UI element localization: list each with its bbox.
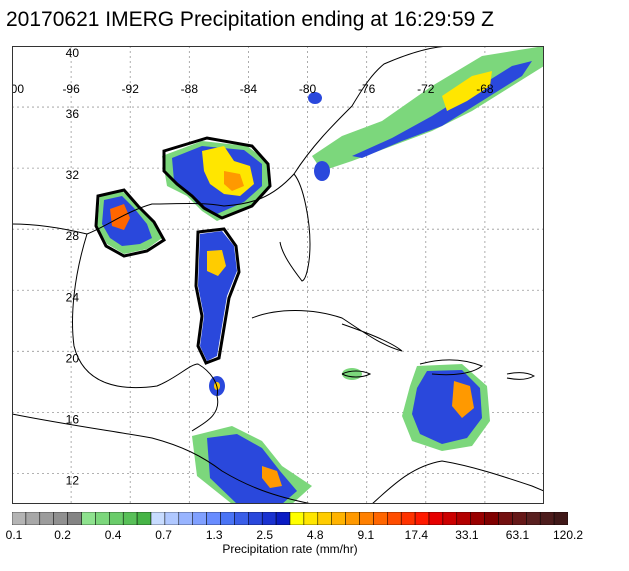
precip-cell-north (308, 92, 322, 104)
precipitation-map: -100 -96 -92 -88 -84 -80 -76 -72 -68 40 36 32 28 24 2… (12, 46, 544, 504)
colorbar-swatch (331, 512, 346, 525)
colorbar-swatch (109, 512, 124, 525)
latitude-label: 36 (66, 107, 80, 121)
colorbar-swatch (303, 512, 319, 525)
colorbar-tick-label: 33.1 (455, 528, 479, 542)
colorbar-swatch (456, 512, 471, 525)
latitude-labels: 40 36 32 28 24 20 16 12 (66, 46, 80, 487)
colorbar-swatch (122, 512, 138, 525)
coastline-mexico (72, 233, 219, 432)
coastline-cuba (251, 310, 403, 352)
colorbar-swatch (192, 512, 207, 525)
colorbar-swatch (53, 512, 68, 525)
colorbar-swatch (261, 512, 277, 525)
colorbar-swatch (95, 512, 110, 525)
colorbar-tick-label: 0.1 (5, 528, 23, 542)
colorbar-swatch (414, 512, 430, 525)
colorbar-tick-label: 63.1 (505, 528, 530, 542)
precip-cell-cuba (342, 368, 362, 380)
colorbar-swatch (539, 512, 555, 525)
colorbar-swatch (345, 512, 360, 525)
colorbar-swatch (373, 512, 388, 525)
colorbar-swatch (150, 512, 166, 525)
colorbar-swatch (470, 512, 485, 525)
longitude-labels: -100 -96 -92 -88 -84 -80 -76 -72 -68 (12, 82, 494, 96)
colorbar-swatch (220, 512, 235, 525)
longitude-label: -88 (181, 82, 199, 96)
latitude-label: 28 (66, 229, 80, 243)
colorbar-tick-label: 4.8 (306, 528, 324, 542)
colorbar-swatch (178, 512, 193, 525)
colorbar-tick-label: 9.1 (357, 528, 375, 542)
colorbar-swatch (206, 512, 221, 525)
precip-region-east-caribbean-peak (452, 381, 474, 418)
coastline-south-america (371, 460, 544, 504)
latitude-label: 24 (66, 290, 80, 304)
coastline-atlantic (293, 46, 453, 175)
longitude-label: -92 (122, 82, 140, 96)
precip-region-atlantic-peak (442, 71, 492, 111)
colorbar-swatch (400, 512, 416, 525)
colorbar-swatch (387, 512, 402, 525)
colorbar-swatch (275, 512, 291, 525)
colorbar-swatch (164, 512, 180, 525)
colorbar-tick-label: 2.5 (256, 528, 274, 542)
longitude-label: -72 (417, 82, 435, 96)
colorbar-tick-label: 1.3 (205, 528, 223, 542)
longitude-label: -96 (62, 82, 80, 96)
latitude-label: 12 (66, 473, 80, 487)
colorbar-swatch (289, 512, 305, 525)
longitude-label: -100 (12, 82, 24, 96)
precip-cell-florida (314, 161, 330, 181)
colorbar-swatch (67, 512, 82, 525)
precip-region-gulf-peak (207, 250, 226, 276)
precip-outline-gulf (194, 227, 241, 365)
colorbar-swatch (428, 512, 444, 525)
colorbar-tick-label: 0.7 (155, 528, 172, 542)
longitude-label: -80 (299, 82, 317, 96)
colorbar-swatch (317, 512, 332, 525)
coastline-jamaica (341, 370, 372, 378)
colorbar-swatch (553, 512, 568, 525)
map-title: 20170621 IMERG Precipitation ending at 1… (6, 8, 494, 31)
longitude-label: -76 (358, 82, 376, 96)
colorbar-title: Precipitation rate (mm/hr) (222, 542, 358, 556)
colorbar-tick-label: 0.2 (54, 528, 71, 542)
colorbar-tick-label: 17.4 (404, 528, 429, 542)
coastline-hispaniola (419, 359, 483, 376)
precip-region-southeast-max (224, 171, 244, 191)
longitude-label: -84 (240, 82, 258, 96)
coastline-puerto-rico (506, 372, 536, 380)
colorbar-swatch (512, 512, 527, 525)
colorbar-swatch (359, 512, 374, 525)
precipitation-field (94, 46, 544, 504)
colorbar-swatch (526, 512, 541, 525)
latitude-label: 40 (66, 46, 80, 60)
longitude-label: -68 (476, 82, 494, 96)
colorbar-swatch (136, 512, 152, 525)
colorbar-swatch (248, 512, 263, 525)
colorbar (12, 512, 568, 525)
coastline-gulf-coast (12, 173, 311, 282)
colorbar-swatch (12, 512, 27, 525)
colorbar-swatch (81, 512, 96, 525)
precip-outline-louisiana (94, 188, 166, 258)
colorbar-tick-label: 120.2 (552, 528, 584, 542)
precip-region-central-america-peak (262, 466, 282, 488)
latitude-label: 32 (66, 168, 80, 182)
latitude-label: 20 (66, 351, 80, 365)
map-gridlines (12, 46, 544, 504)
map-frame (12, 46, 544, 504)
coastlines (12, 46, 544, 504)
colorbar-swatch (442, 512, 458, 525)
precip-outline-southeast (162, 136, 272, 220)
colorbar-swatch (25, 512, 41, 525)
latitude-label: 16 (66, 412, 80, 426)
colorbar-swatch (498, 512, 513, 525)
colorbar-swatch (39, 512, 54, 525)
colorbar-swatch (484, 512, 499, 525)
colorbar-tick-label: 0.4 (104, 528, 122, 542)
colorbar-swatch (234, 512, 249, 525)
coastline-central-america (12, 413, 313, 504)
